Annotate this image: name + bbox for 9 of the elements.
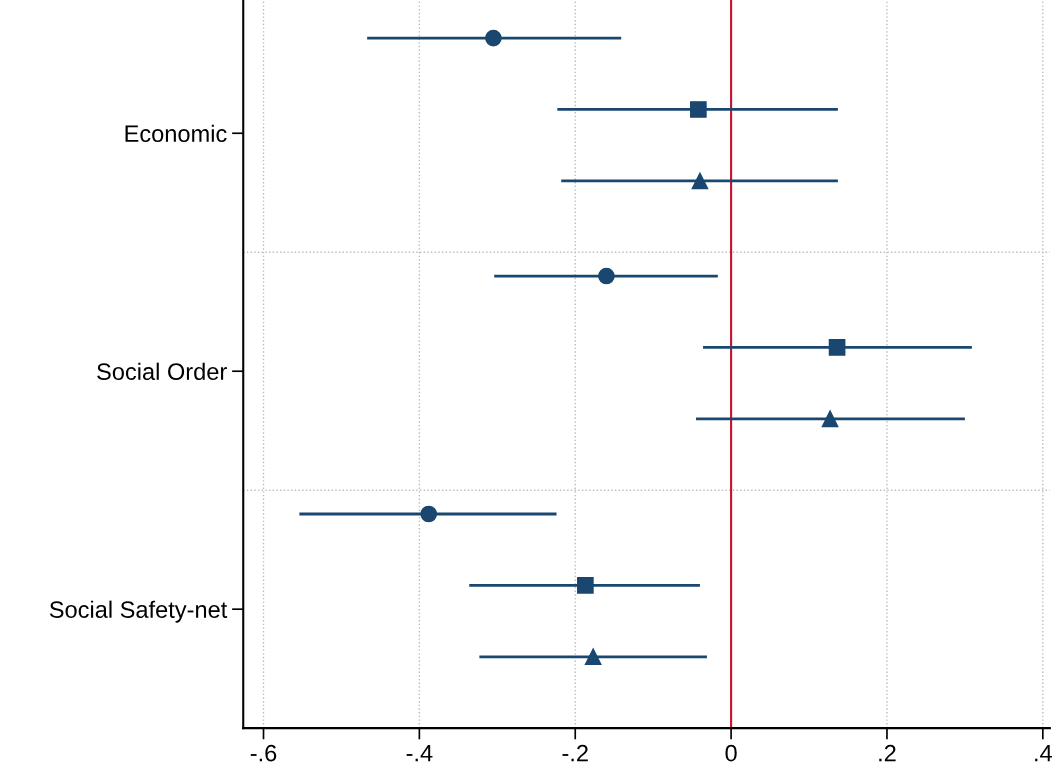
x-tick-label: .4 — [1035, 745, 1052, 762]
x-tick-label: -.4 — [406, 745, 433, 762]
y-tick-label: Social Order — [97, 362, 227, 381]
x-tick-label: -.2 — [562, 744, 588, 762]
x-tick-label: 0 — [725, 744, 737, 762]
y-tick-label: Social Safety-net — [49, 600, 228, 623]
y-tick-label: Economic — [125, 124, 227, 143]
x-tick-label: -.6 — [250, 744, 277, 762]
x-tick-label: .2 — [879, 744, 896, 762]
